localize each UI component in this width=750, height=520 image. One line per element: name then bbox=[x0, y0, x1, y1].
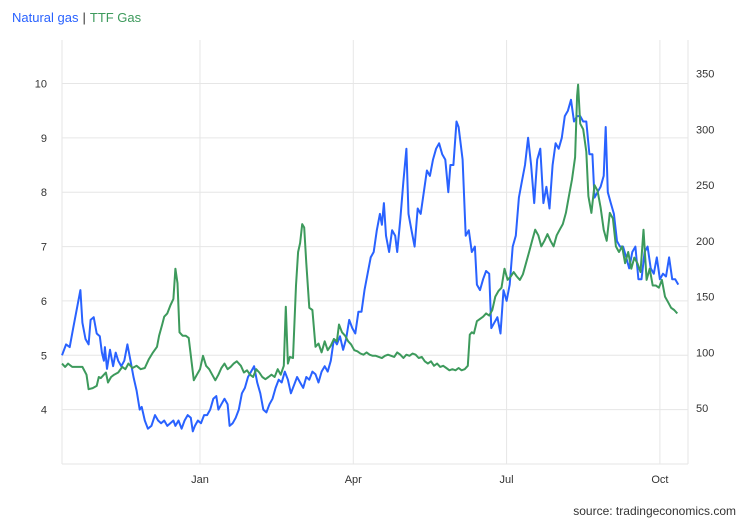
chart-legend: Natural gas | TTF Gas bbox=[12, 10, 141, 25]
legend-natural-gas[interactable]: Natural gas bbox=[12, 10, 79, 25]
y-right-tick-label: 250 bbox=[696, 180, 714, 192]
x-tick-label: Jul bbox=[500, 474, 514, 486]
y-right-tick-label: 300 bbox=[696, 124, 714, 136]
y-left-tick-label: 4 bbox=[41, 405, 47, 417]
x-tick-label: Jan bbox=[191, 474, 209, 486]
y-left-tick-label: 7 bbox=[41, 242, 47, 254]
series-line-natural-gas bbox=[61, 98, 680, 433]
source-credit: source: tradingeconomics.com bbox=[573, 504, 736, 518]
x-tick-label: Oct bbox=[651, 474, 668, 486]
y-right-tick-label: 350 bbox=[696, 68, 714, 80]
series-line-ttf-gas bbox=[61, 83, 679, 391]
y-left-tick-label: 8 bbox=[41, 187, 47, 199]
y-left-tick-label: 5 bbox=[41, 350, 47, 362]
y-right-tick-label: 150 bbox=[696, 292, 714, 304]
y-left-tick-label: 10 bbox=[35, 78, 47, 90]
y-right-tick-label: 50 bbox=[696, 403, 708, 415]
legend-ttf-gas[interactable]: TTF Gas bbox=[89, 10, 142, 25]
y-left-tick-label: 9 bbox=[41, 133, 47, 145]
y-left-tick-label: 6 bbox=[41, 296, 47, 308]
y-right-tick-label: 200 bbox=[696, 236, 714, 248]
x-tick-label: Apr bbox=[345, 474, 362, 486]
legend-separator: | bbox=[82, 10, 86, 25]
y-right-tick-label: 100 bbox=[696, 347, 714, 359]
